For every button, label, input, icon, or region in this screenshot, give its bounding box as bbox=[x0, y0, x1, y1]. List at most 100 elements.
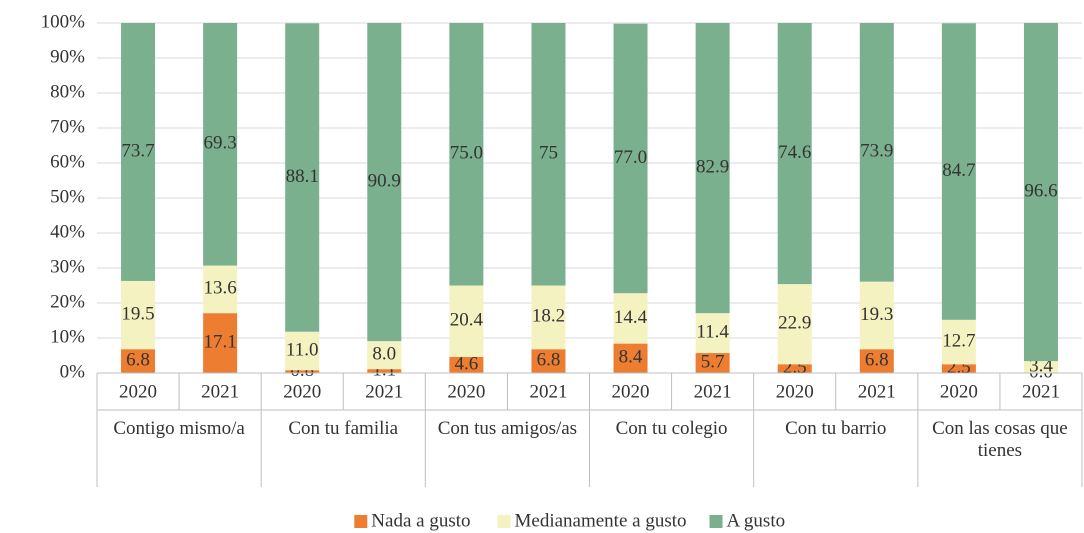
data-label: 8.4 bbox=[619, 347, 643, 368]
data-label: 77.0 bbox=[614, 147, 647, 168]
x-tick-label: 2020 bbox=[776, 381, 814, 402]
bar-segment bbox=[449, 23, 484, 286]
group-label: Con tu barrio bbox=[785, 418, 887, 439]
data-label: 19.3 bbox=[860, 304, 893, 325]
bar-segment bbox=[777, 284, 812, 365]
y-tick-label: 20% bbox=[50, 291, 85, 312]
data-label: 88.1 bbox=[286, 166, 319, 187]
bar-segment bbox=[695, 23, 730, 314]
bar-segment bbox=[941, 364, 976, 373]
bar-segment bbox=[203, 265, 238, 314]
legend-label: Medianamente a gusto bbox=[515, 510, 687, 531]
x-tick-label: 2020 bbox=[447, 381, 485, 402]
bar-segment bbox=[859, 281, 894, 350]
y-tick-label: 40% bbox=[50, 221, 85, 242]
data-label: 74.6 bbox=[778, 142, 811, 163]
bar-segment bbox=[203, 23, 238, 266]
bar-segment bbox=[859, 349, 894, 373]
bar-segment bbox=[941, 23, 976, 320]
bar-segment bbox=[695, 313, 730, 354]
bar-segment bbox=[367, 369, 402, 373]
bar-segment bbox=[777, 23, 812, 285]
x-tick-label: 2021 bbox=[529, 381, 567, 402]
bar-segment bbox=[449, 356, 484, 373]
data-label: 19.5 bbox=[121, 303, 154, 324]
bar-segment bbox=[121, 23, 156, 281]
data-label: 18.2 bbox=[532, 306, 565, 327]
data-label: 96.6 bbox=[1024, 180, 1057, 201]
bar-segment bbox=[285, 23, 320, 332]
data-label: 22.9 bbox=[778, 313, 811, 334]
group-label: Con tus amigos/as bbox=[437, 418, 578, 439]
data-label: 5.7 bbox=[701, 351, 725, 372]
y-tick-label: 0% bbox=[60, 361, 86, 382]
y-tick-label: 70% bbox=[50, 116, 85, 137]
data-label: 6.8 bbox=[865, 349, 889, 370]
x-tick-label: 2020 bbox=[119, 381, 157, 402]
bar-segment bbox=[531, 23, 566, 286]
bar-segment bbox=[859, 23, 894, 282]
legend-swatch bbox=[497, 515, 511, 528]
x-tick-label: 2021 bbox=[201, 381, 239, 402]
bar-segment bbox=[285, 370, 320, 373]
data-label: 14.4 bbox=[614, 307, 648, 328]
bar-segment bbox=[449, 285, 484, 357]
bar-segment bbox=[285, 331, 320, 371]
data-label: 11.4 bbox=[696, 321, 729, 342]
data-label: 82.9 bbox=[696, 156, 729, 177]
data-label: 6.8 bbox=[537, 349, 561, 370]
data-label: 4.6 bbox=[455, 353, 479, 374]
y-tick-label: 100% bbox=[41, 11, 86, 32]
group-label: Con tu familia bbox=[288, 418, 399, 439]
group-label: Con tu colegio bbox=[615, 418, 728, 439]
bar-segment bbox=[941, 319, 976, 365]
legend-swatch bbox=[354, 515, 368, 528]
x-tick-label: 2021 bbox=[858, 381, 896, 402]
bar-segment bbox=[1023, 23, 1058, 362]
data-label: 73.9 bbox=[860, 141, 893, 162]
bar-segment bbox=[203, 313, 238, 373]
bar-segment bbox=[121, 280, 156, 350]
data-label: 13.6 bbox=[204, 278, 237, 299]
data-label: 75.0 bbox=[450, 143, 483, 164]
legend-swatch bbox=[709, 515, 723, 528]
x-tick-label: 2021 bbox=[365, 381, 403, 402]
data-label: 69.3 bbox=[204, 133, 237, 154]
data-label: 12.7 bbox=[942, 330, 975, 351]
group-label: Con las cosas que tienes bbox=[932, 418, 1068, 461]
data-label: 73.7 bbox=[121, 140, 154, 161]
bar-segment bbox=[613, 23, 648, 294]
data-label: 17.1 bbox=[204, 331, 237, 352]
bar-segment bbox=[367, 341, 402, 370]
legend-label: A gusto bbox=[727, 510, 786, 531]
bar-segment bbox=[695, 353, 730, 373]
x-tick-label: 2020 bbox=[940, 381, 978, 402]
x-tick-label: 2020 bbox=[283, 381, 321, 402]
y-tick-label: 80% bbox=[50, 81, 85, 102]
bar-segment bbox=[121, 349, 156, 373]
y-tick-label: 10% bbox=[50, 326, 85, 347]
x-tick-label: 2021 bbox=[1022, 381, 1060, 402]
y-tick-label: 50% bbox=[50, 186, 85, 207]
legend-label: Nada a gusto bbox=[371, 510, 470, 531]
bar-segment bbox=[531, 285, 566, 350]
data-label: 84.7 bbox=[942, 160, 975, 181]
y-tick-label: 60% bbox=[50, 151, 85, 172]
y-tick-label: 90% bbox=[50, 46, 85, 67]
data-label: 75 bbox=[539, 143, 558, 164]
x-tick-label: 2021 bbox=[694, 381, 732, 402]
data-label: 6.8 bbox=[126, 349, 150, 370]
bar-segment bbox=[613, 343, 648, 373]
y-tick-label: 30% bbox=[50, 256, 85, 277]
data-label: 20.4 bbox=[450, 310, 484, 331]
bar-segment bbox=[1023, 361, 1058, 373]
x-tick-label: 2020 bbox=[612, 381, 650, 402]
bar-segment bbox=[367, 23, 402, 342]
group-label: Contigo mismo/a bbox=[113, 418, 245, 439]
bar-segment bbox=[613, 293, 648, 344]
data-label: 11.0 bbox=[286, 339, 319, 360]
data-label: 8.0 bbox=[372, 344, 396, 365]
bar-segment bbox=[777, 364, 812, 373]
